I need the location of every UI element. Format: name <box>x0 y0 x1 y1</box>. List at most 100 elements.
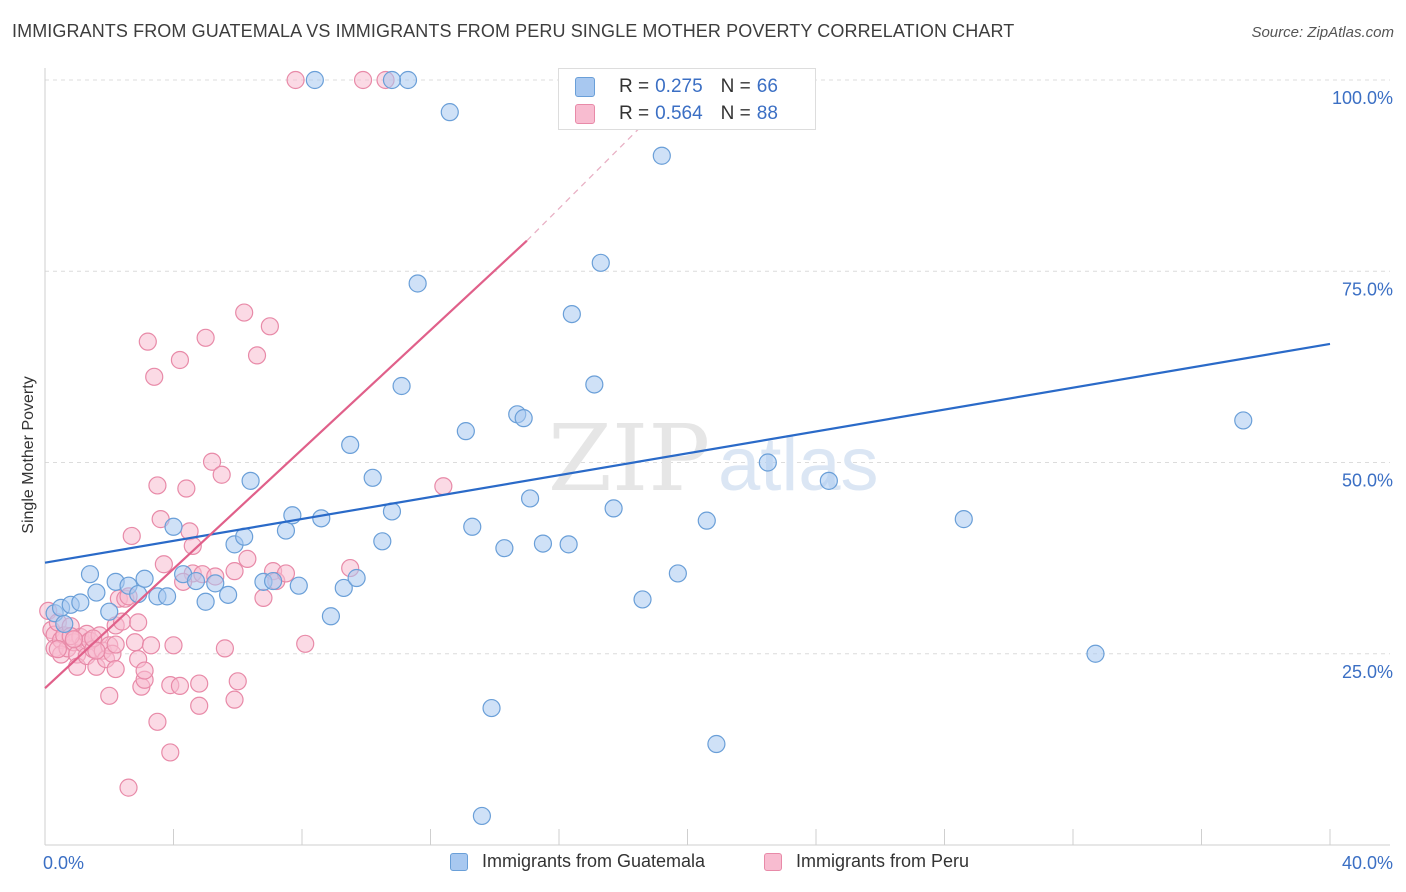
data-point <box>148 476 167 495</box>
data-point <box>373 532 392 551</box>
data-point <box>100 602 119 621</box>
legend-n-label: N = <box>720 103 751 124</box>
trend-line-peru <box>44 239 528 689</box>
data-point <box>633 590 652 609</box>
data-point <box>206 574 225 593</box>
data-point <box>129 613 148 632</box>
data-point <box>363 468 382 487</box>
series-guatemala-points <box>45 70 1253 826</box>
data-point <box>100 686 119 705</box>
data-point <box>289 576 308 595</box>
tick-labels: 25.0% 50.0% 75.0% 100.0% 0.0% 40.0% <box>43 88 1393 873</box>
data-point <box>119 778 138 797</box>
legend-item-guatemala[interactable]: Immigrants from Guatemala <box>450 851 705 872</box>
data-point <box>353 70 373 90</box>
legend-row-guatemala: R = 0.275 N = 66 <box>575 75 778 99</box>
chart-title: IMMIGRANTS FROM GUATEMALA VS IMMIGRANTS … <box>12 21 1015 41</box>
series-peru-points <box>39 70 453 797</box>
legend-n-label: N = <box>720 76 751 97</box>
data-point <box>254 588 273 608</box>
data-point <box>286 70 305 90</box>
data-point <box>241 471 260 490</box>
y-tick-label: 50.0% <box>1342 471 1393 491</box>
data-point <box>129 584 148 604</box>
data-point <box>382 70 402 90</box>
data-point <box>125 633 145 652</box>
x-tick-label-min: 0.0% <box>43 853 84 873</box>
data-point <box>148 712 167 731</box>
data-point <box>225 562 244 581</box>
data-point <box>591 253 610 272</box>
data-point <box>219 585 238 604</box>
data-point <box>106 659 125 679</box>
legend-item-peru[interactable]: Immigrants from Peru <box>764 851 969 872</box>
data-point <box>164 636 183 655</box>
data-point <box>247 346 267 365</box>
data-point <box>135 569 154 588</box>
data-point <box>341 435 360 455</box>
data-point <box>71 593 90 612</box>
data-point <box>434 477 453 496</box>
data-point <box>196 592 215 611</box>
data-point <box>225 690 244 709</box>
data-point <box>520 489 540 508</box>
data-point <box>456 422 475 441</box>
data-point <box>1086 644 1105 663</box>
data-point <box>408 274 427 293</box>
data-point <box>170 350 190 370</box>
data-point <box>157 587 177 606</box>
legend-label-guatemala: Immigrants from Guatemala <box>482 851 706 871</box>
data-point <box>196 328 215 347</box>
data-point <box>347 568 366 588</box>
y-tick-label: 75.0% <box>1342 279 1393 299</box>
data-point <box>334 578 353 598</box>
data-point <box>190 674 209 693</box>
data-point <box>585 375 604 394</box>
legend-r-label: R = <box>619 103 650 124</box>
legend-r-value: 0.564 <box>655 103 703 124</box>
data-point <box>186 571 206 591</box>
data-point <box>235 303 254 322</box>
data-point <box>87 583 106 602</box>
correlation-legend: R = 0.275 N = 66 R = 0.564 N = 88 <box>558 68 816 130</box>
data-point <box>562 304 581 324</box>
trend-lines <box>44 79 1331 689</box>
data-point <box>312 509 331 528</box>
data-point <box>202 452 222 471</box>
data-point <box>604 499 623 518</box>
y-tick-label: 25.0% <box>1342 662 1393 682</box>
data-point <box>463 517 482 536</box>
data-point <box>758 453 777 472</box>
data-point <box>190 696 209 715</box>
legend-row-peru: R = 0.564 N = 88 <box>575 102 778 126</box>
source-label: Source: ZipAtlas.com <box>1251 24 1394 41</box>
data-point <box>48 640 67 659</box>
legend-swatch-guatemala <box>575 77 595 97</box>
watermark-atlas: atlas <box>718 422 879 507</box>
y-tick-label: 100.0% <box>1332 88 1393 108</box>
y-axis-label: Single Mother Poverty <box>20 376 37 534</box>
data-point <box>392 376 411 396</box>
data-point <box>276 521 296 540</box>
data-point <box>106 635 125 654</box>
data-point <box>263 571 283 591</box>
data-point <box>559 535 578 554</box>
data-point <box>652 146 671 165</box>
data-point <box>819 471 838 490</box>
data-point <box>141 636 161 655</box>
legend-n-value: 66 <box>756 76 778 97</box>
data-point <box>440 103 459 122</box>
watermark-zip: ZIP <box>548 405 710 512</box>
legend-swatch-peru <box>575 104 595 124</box>
data-point <box>472 806 491 826</box>
data-point <box>260 317 279 336</box>
data-point <box>212 465 231 484</box>
data-point <box>305 70 324 90</box>
data-point <box>1234 411 1253 430</box>
data-point <box>514 409 533 428</box>
data-point <box>533 534 553 553</box>
data-point <box>138 332 157 351</box>
data-point <box>177 479 196 498</box>
legend-r-value: 0.275 <box>655 76 703 97</box>
data-point <box>296 634 315 653</box>
